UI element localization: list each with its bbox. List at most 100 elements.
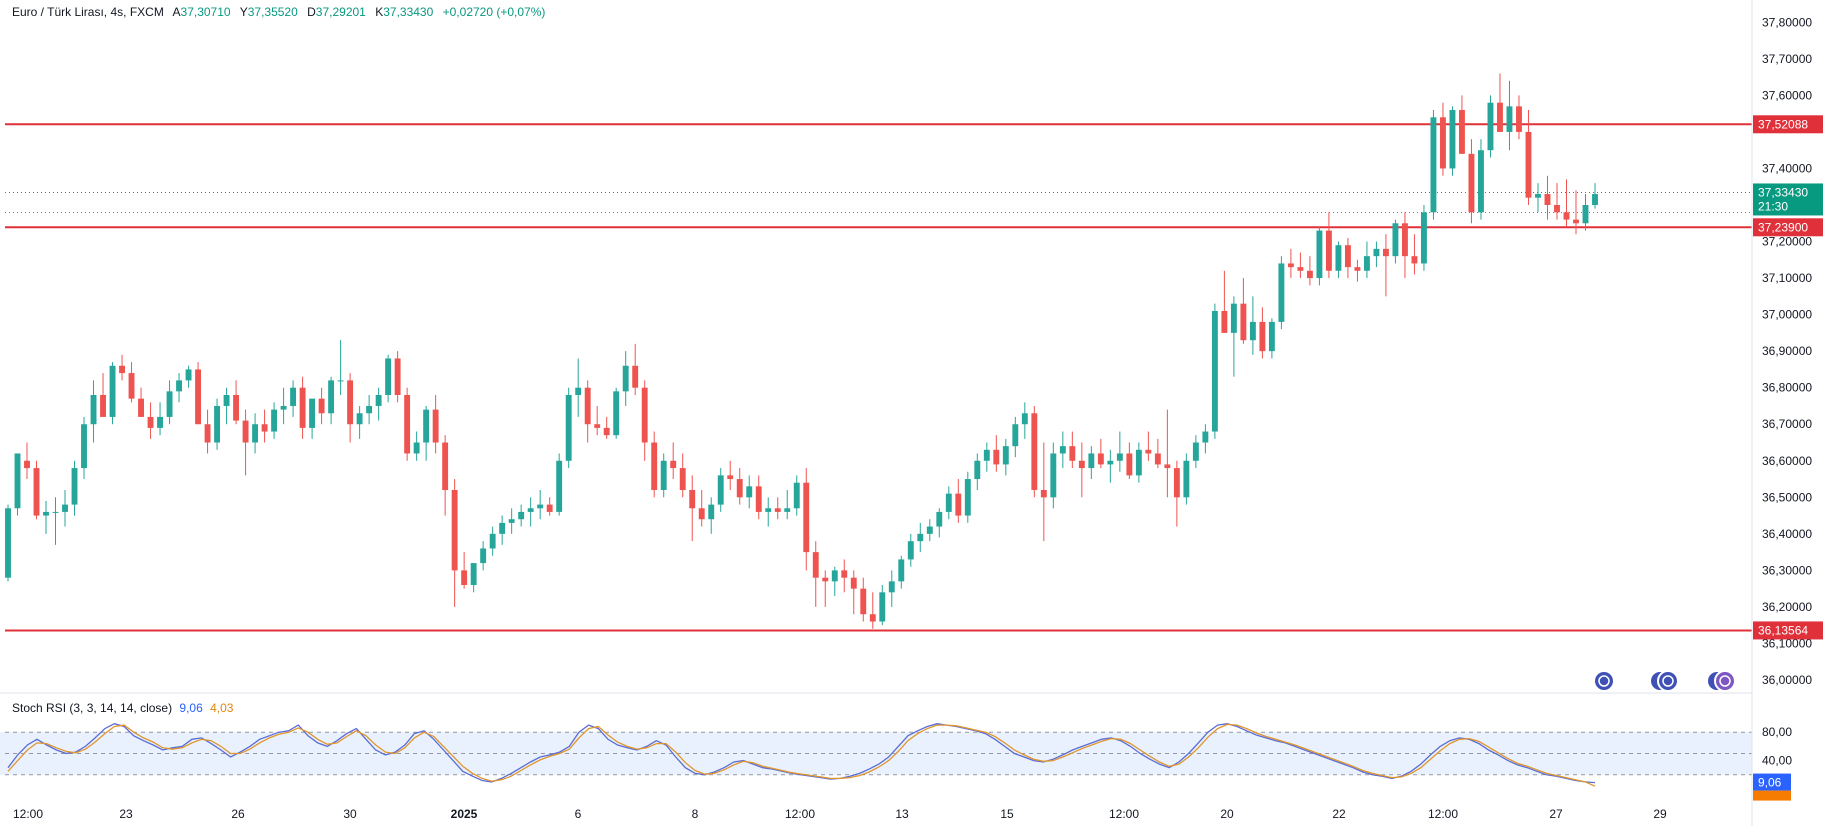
candle-body <box>442 442 449 490</box>
candle-body <box>1021 413 1028 425</box>
candle-body <box>622 365 629 392</box>
stoch-title[interactable]: Stoch RSI (3, 3, 14, 14, close) <box>12 701 173 715</box>
candle-body <box>1002 446 1009 465</box>
symbol-header: Euro / Türk Lirası, 4s, FXCM A37,30710 Y… <box>12 5 551 19</box>
candle-body <box>71 468 78 505</box>
candle-body <box>736 479 743 498</box>
candle-body <box>993 449 1000 465</box>
candle-body <box>698 508 705 520</box>
candle-body <box>52 511 59 513</box>
candle-body <box>43 511 49 516</box>
candle-body <box>1401 223 1408 257</box>
price-tick-label: 37,20000 <box>1762 235 1812 249</box>
candle-body <box>879 592 886 622</box>
candle-body <box>1069 446 1076 461</box>
candle-body <box>347 380 354 425</box>
candle-body <box>1012 424 1019 447</box>
level-price-tag: 37,52088 <box>1753 115 1823 134</box>
price-tick-label: 36,40000 <box>1762 527 1812 541</box>
candle-body <box>955 493 962 516</box>
high-value: 37,35520 <box>247 5 298 19</box>
time-tick-label: 30 <box>343 807 357 821</box>
candle-body <box>366 405 373 414</box>
candle-body <box>641 387 648 443</box>
candle-body <box>109 365 116 417</box>
candle-body <box>1183 460 1190 498</box>
candle-body <box>423 409 430 443</box>
current-price-label: 37,33430 <box>1758 185 1808 199</box>
level-tag-bg <box>1753 621 1823 640</box>
candle-body <box>1487 102 1494 151</box>
candle-body <box>252 424 259 443</box>
candle-body <box>394 358 401 395</box>
low-label: D <box>307 5 316 19</box>
price-tick-label: 36,90000 <box>1762 344 1812 358</box>
price-tick-label: 36,70000 <box>1762 417 1812 431</box>
open-value: 37,30710 <box>180 5 231 19</box>
alert-icon[interactable] <box>1649 670 1679 692</box>
alert-icon[interactable] <box>1593 670 1615 692</box>
candle-body <box>1478 150 1484 213</box>
candle-body <box>1164 464 1171 469</box>
stoch-d-tag-bg <box>1753 790 1791 801</box>
candle-body <box>1230 303 1237 333</box>
price-axis[interactable]: 37,8000037,7000037,6000037,4000037,30000… <box>1753 15 1823 687</box>
candle-body <box>499 522 506 534</box>
countdown-label: 21:30 <box>1758 199 1788 213</box>
low-value: 37,29201 <box>315 5 366 19</box>
stoch-axis[interactable]: 80,00 40,00 9,06 <box>1753 725 1792 801</box>
level-tag-bg <box>1753 218 1823 237</box>
stoch-header: Stoch RSI (3, 3, 14, 14, close) 9,06 4,0… <box>12 701 233 715</box>
price-tick-label: 36,60000 <box>1762 454 1812 468</box>
price-tick-label: 36,20000 <box>1762 600 1812 614</box>
level-tag-label: 37,52088 <box>1758 117 1808 131</box>
candle-body <box>214 405 221 443</box>
candle-body <box>869 614 876 622</box>
candle-body <box>1459 110 1465 154</box>
candle-body <box>1544 194 1551 205</box>
candle-body <box>689 490 696 509</box>
candle-body <box>33 468 40 516</box>
candle-body <box>765 508 772 512</box>
candle-body <box>746 486 753 498</box>
current-tag-bg <box>1753 183 1823 216</box>
candle-body <box>5 508 11 578</box>
candle-body <box>594 424 601 428</box>
candle-body <box>1221 310 1228 333</box>
price-tick-label: 36,30000 <box>1762 563 1812 577</box>
candle-body <box>812 552 819 578</box>
candle-body <box>1363 256 1370 271</box>
candle-body <box>974 460 981 480</box>
candle-body <box>1382 248 1389 257</box>
stoch-line-d <box>7 723 1596 787</box>
candle-body <box>556 460 563 512</box>
time-axis[interactable]: 12:00 23 26 30 2025 6 8 12:00 13 15 12:00 20 22 12:00… <box>13 807 1667 821</box>
high-label: Y <box>239 5 248 19</box>
stoch-tick-label: 80,00 <box>1762 725 1792 739</box>
price-tick-label: 37,60000 <box>1762 88 1812 102</box>
price-tick-label: 37,10000 <box>1762 271 1812 285</box>
candle-body <box>717 475 724 505</box>
stoch-grid <box>5 731 1752 776</box>
candle-body <box>195 369 202 425</box>
candle-body <box>917 533 924 542</box>
candle-body <box>907 541 914 560</box>
candle-body <box>1126 453 1133 476</box>
candle-body <box>784 508 791 512</box>
stoch-k-tag: 9,06 <box>1753 773 1791 791</box>
candle-body <box>176 380 182 392</box>
candle-body <box>793 482 800 509</box>
candle-body <box>185 369 192 381</box>
candle-body <box>1259 321 1266 352</box>
candle-body <box>90 395 97 425</box>
alert-icons[interactable] <box>1593 670 1736 692</box>
symbol-title[interactable]: Euro / Türk Lirası, 4s, FXCM <box>12 5 164 19</box>
alert-icon[interactable] <box>1706 670 1736 692</box>
stoch-d-value: 4,03 <box>210 701 234 715</box>
candle-body <box>1145 449 1152 454</box>
candle-body <box>1582 205 1589 224</box>
candle-body <box>964 479 971 516</box>
candle-body <box>803 482 810 553</box>
